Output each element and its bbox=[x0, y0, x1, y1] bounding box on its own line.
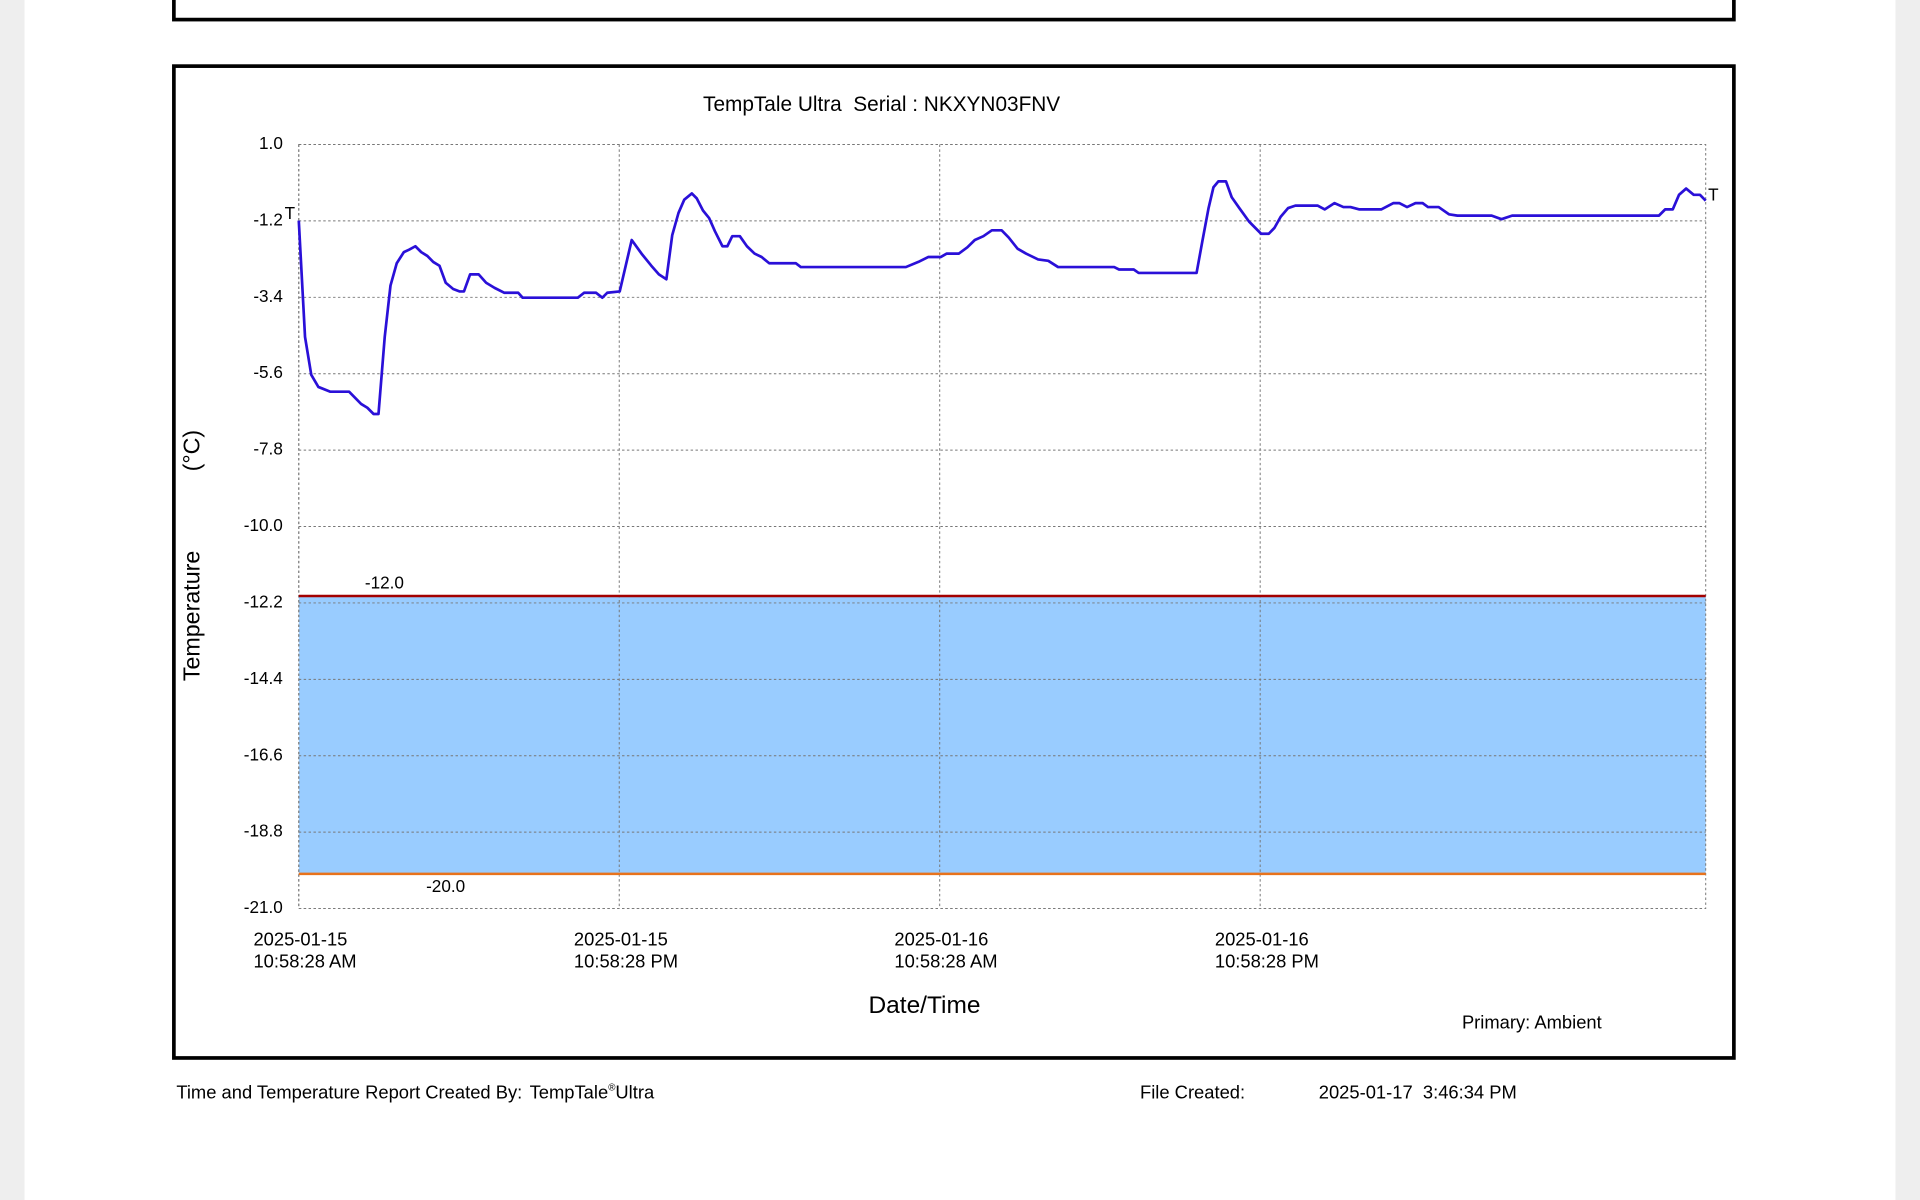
x-tick-label: 10:58:28 AM bbox=[253, 950, 356, 971]
x-tick-label: 10:58:28 PM bbox=[1215, 950, 1319, 971]
x-axis-label: Date/Time bbox=[869, 992, 981, 1019]
limit-label: -12.0 bbox=[365, 572, 404, 592]
y-tick-label: -21.0 bbox=[244, 897, 283, 917]
chart-title: TempTale Ultra Serial : NKXYN03FNV bbox=[703, 93, 1060, 116]
x-tick-label: 2025-01-15 bbox=[574, 928, 668, 949]
y-tick-label: 1.0 bbox=[259, 133, 283, 153]
x-tick-label: 10:58:28 PM bbox=[574, 950, 678, 971]
y-tick-label: -3.4 bbox=[253, 286, 283, 306]
y-axis-label: Temperature bbox=[179, 551, 205, 682]
previous-box bbox=[172, 0, 1736, 22]
y-tick-label: -5.6 bbox=[253, 362, 283, 382]
footer-reg: ® bbox=[608, 1082, 616, 1093]
footer-product: TempTale bbox=[530, 1081, 609, 1102]
limit-band bbox=[298, 595, 1706, 874]
file-created: 2025-01-17 3:46:34 PM bbox=[1319, 1081, 1517, 1102]
file-created-label: File Created: bbox=[1140, 1081, 1245, 1102]
y-tick-label: -1.2 bbox=[253, 209, 283, 229]
chart-frame bbox=[172, 64, 1736, 1060]
limit-label: -20.0 bbox=[426, 876, 465, 896]
annotation: Primary: Ambient bbox=[1462, 1012, 1602, 1033]
x-tick-label: 2025-01-16 bbox=[894, 928, 988, 949]
y-tick-label: -14.4 bbox=[244, 668, 284, 688]
x-tick-label: 10:58:28 AM bbox=[894, 950, 997, 971]
x-tick-label: 2025-01-16 bbox=[1215, 928, 1309, 949]
footer-created-by: Time and Temperature Report Created By: T… bbox=[176, 1081, 655, 1102]
plot-border bbox=[298, 144, 1707, 910]
y-tick-label: -18.8 bbox=[244, 821, 283, 841]
y-axis-unit: (°C) bbox=[179, 430, 205, 472]
y-tick-label: -16.6 bbox=[244, 744, 283, 764]
temperature-line bbox=[297, 180, 1707, 416]
line-start-marker: T bbox=[285, 203, 296, 223]
footer-label: Time and Temperature Report Created By: bbox=[176, 1081, 522, 1102]
footer-product-suffix: Ultra bbox=[615, 1081, 655, 1102]
x-tick-label: 2025-01-15 bbox=[253, 928, 347, 949]
y-tick-label: -10.0 bbox=[244, 515, 283, 535]
line-end-marker: T bbox=[1708, 184, 1719, 204]
y-tick-label: -7.8 bbox=[253, 439, 283, 459]
y-tick-label: -12.2 bbox=[244, 591, 283, 611]
